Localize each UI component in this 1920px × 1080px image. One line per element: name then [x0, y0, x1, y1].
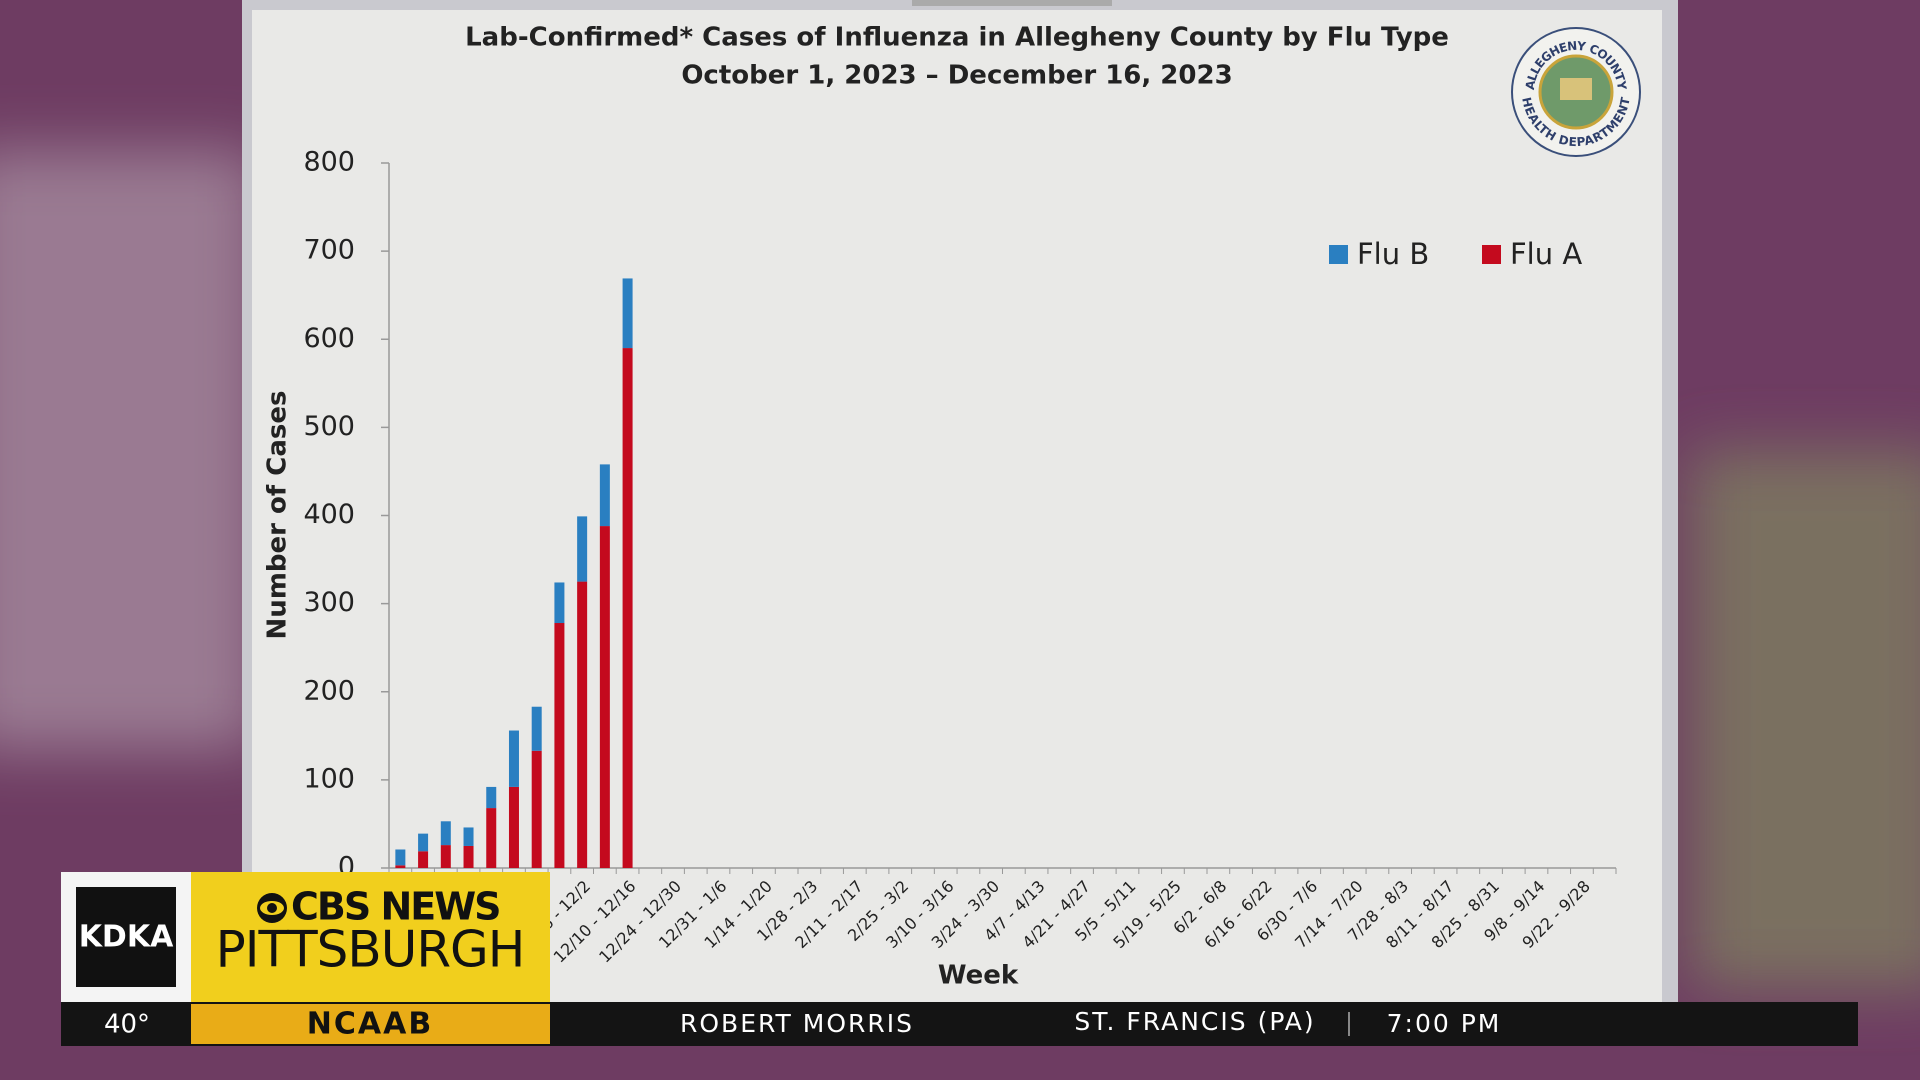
- bar-segment: [531, 750, 542, 868]
- bar-segment: [463, 827, 474, 846]
- ticker-team2: ST. FRANCIS (PA): [1074, 1007, 1315, 1036]
- legend-label: Flu B: [1357, 237, 1429, 271]
- city: PITTSBURGH: [216, 921, 525, 979]
- y-axis-label: Number of Cases: [263, 391, 293, 640]
- bar-segment: [508, 730, 519, 787]
- bar-segment: [395, 865, 406, 868]
- lower-third: KDKA CBS NEWS PITTSBURGH 40° NCAAB ROBER…: [61, 872, 1858, 1046]
- bar-segment: [554, 623, 565, 868]
- y-tick-label: 700: [303, 235, 355, 266]
- bar-segment: [622, 278, 633, 349]
- ticker-league: NCAAB: [307, 1007, 433, 1042]
- y-tick-label: 200: [303, 675, 355, 706]
- station: KDKA: [79, 920, 174, 955]
- bar-segment: [599, 526, 610, 868]
- x-axis-label: Week: [938, 961, 1019, 991]
- y-tick-label: 300: [303, 587, 355, 618]
- bar-segment: [395, 849, 406, 866]
- network: CBS NEWS: [291, 885, 500, 929]
- y-tick-label: 400: [303, 499, 355, 530]
- y-tick-label: 800: [303, 147, 355, 178]
- chart-title: Lab-Confirmed* Cases of Influenza in All…: [465, 23, 1449, 53]
- legend-swatch: [1329, 245, 1348, 264]
- bar-segment: [508, 786, 519, 868]
- bar-segment: [486, 786, 497, 809]
- bar-segment: [622, 348, 633, 868]
- legend-label: Flu A: [1510, 237, 1582, 271]
- legend-swatch: [1482, 245, 1501, 264]
- background-blur: [0, 150, 1920, 990]
- bar-segment: [531, 706, 542, 751]
- bar-segment: [486, 808, 497, 868]
- y-tick-label: 500: [303, 411, 355, 442]
- bar-segment: [463, 845, 474, 868]
- bar-segment: [577, 516, 588, 582]
- chart-subtitle: October 1, 2023 – December 16, 2023: [681, 61, 1232, 91]
- logo: ALLEGHENY COUNTY HEALTH DEPARTMENT: [1511, 27, 1641, 157]
- ticker-temp: 40°: [104, 1010, 150, 1040]
- ticker-team1: ROBERT MORRIS: [680, 1009, 914, 1038]
- slide-tab: [912, 0, 1112, 6]
- bar-segment: [440, 845, 451, 868]
- bar-segment: [440, 821, 451, 846]
- slide: [252, 10, 1662, 1002]
- bar-segment: [599, 464, 610, 527]
- y-tick-label: 100: [303, 763, 355, 794]
- y-tick-label: 600: [303, 323, 355, 354]
- ticker-time: 7:00 PM: [1387, 1009, 1502, 1038]
- bar-segment: [554, 582, 565, 624]
- bar-segment: [418, 851, 429, 868]
- bar-segment: [418, 833, 429, 852]
- bar-segment: [577, 581, 588, 868]
